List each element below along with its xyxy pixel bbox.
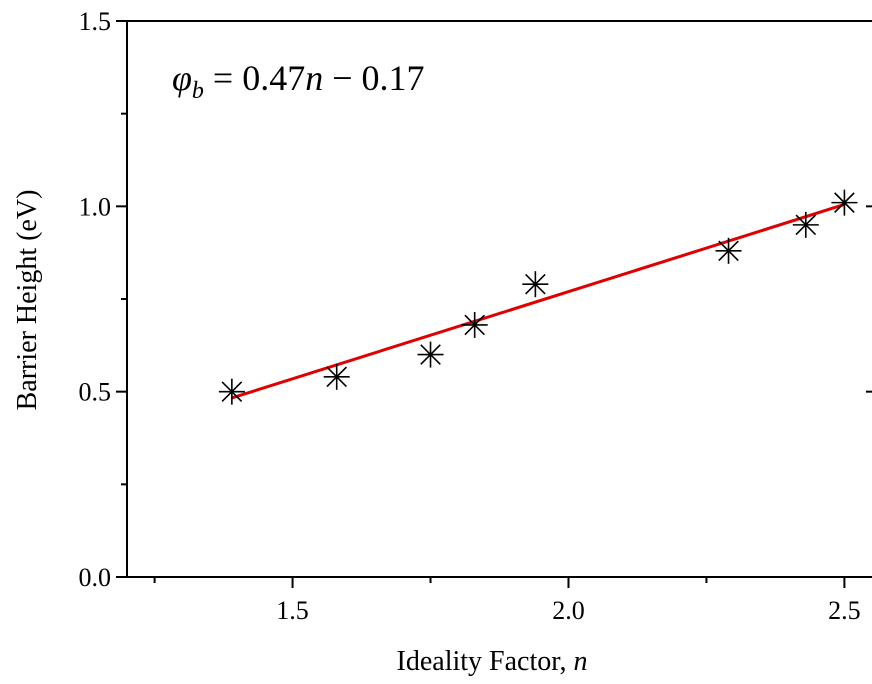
equation-slope: 0.47 (242, 58, 305, 98)
data-point (417, 341, 444, 368)
y-axis-title: Barrier Height (eV) (12, 190, 43, 411)
data-point-stroke (464, 314, 485, 336)
equation-variable: n (305, 58, 323, 98)
x-axis-title-variable: n (573, 646, 587, 677)
ticks-group: 1.5 2.0 2.5 0.0 0.5 1.0 1.5 (79, 7, 872, 625)
data-point (831, 189, 858, 216)
y-tick-label: 0.0 (79, 563, 112, 592)
axes-group (126, 20, 872, 578)
data-point-stroke (795, 214, 817, 236)
data-point (218, 378, 245, 405)
y-tick-label: 0.5 (79, 378, 112, 407)
x-axis-title-text: Ideality Factor, (397, 646, 574, 677)
x-axis-title: Ideality Factor, n (397, 646, 588, 677)
data-point-stroke (420, 344, 441, 365)
data-point-stroke (221, 381, 243, 402)
data-point (323, 363, 350, 390)
y-tick-label: 1.0 (79, 192, 112, 221)
data-point-stroke (718, 240, 739, 262)
data-point-stroke (834, 192, 855, 213)
equation-symbol: φ (172, 58, 192, 98)
data-points-group (218, 189, 858, 405)
x-tick-label: 2.0 (552, 596, 585, 625)
equation-equals: = (204, 58, 242, 98)
data-point-stroke (326, 366, 348, 388)
y-tick-label: 1.5 (79, 7, 112, 36)
equation-subscript: b (192, 78, 204, 104)
fit-line-group (231, 203, 845, 400)
data-point (522, 271, 549, 298)
data-point-stroke (525, 273, 546, 295)
fit-equation: φb = 0.47n − 0.17 (172, 58, 425, 104)
data-point (792, 211, 819, 238)
data-point (715, 237, 742, 264)
x-tick-label: 1.5 (276, 596, 309, 625)
equation-intercept: − 0.17 (323, 58, 424, 98)
fit-line (231, 203, 845, 400)
x-tick-label: 2.5 (828, 596, 861, 625)
data-point (461, 311, 488, 338)
